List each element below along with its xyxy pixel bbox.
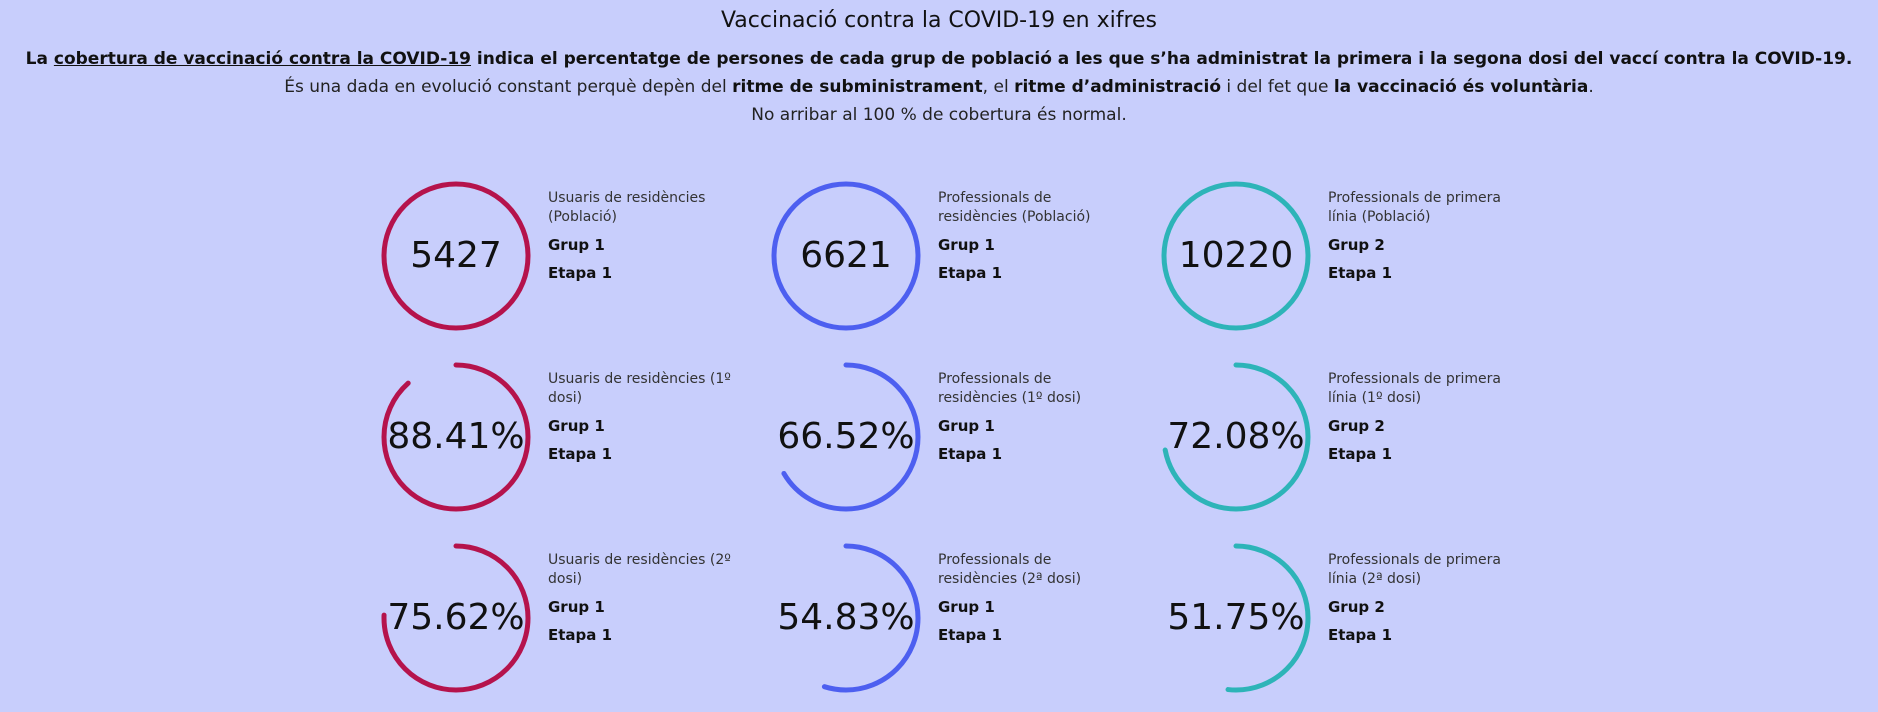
progress-ring: 6621 [770,180,922,332]
progress-ring-graphic [381,181,531,331]
stat-group: Grup 1 [938,598,995,616]
stat-label: Professionals de residències (Població) [938,190,1091,225]
stat-stage: Etapa 1 [548,445,613,463]
stat-info: Professionals de primera línia (Població… [1328,189,1518,287]
intro-line-3: No arribar al 100 % de cobertura és norm… [751,105,1127,125]
progress-ring-graphic [771,362,921,512]
stat-card-frontline-population: 10220 Professionals de primera línia (Po… [1160,180,1520,350]
stat-label: Usuaris de residències (1º dosi) [548,371,731,406]
progress-arc [771,181,921,331]
page-header: Vaccinació contra la COVID-19 en xifres … [0,0,1878,129]
stat-value: 5427 [410,235,502,276]
progress-arc [381,181,531,331]
progress-ring: 66.52% [770,361,922,513]
intro-line-1-start: La [25,49,54,69]
stat-info: Usuaris de residències (1º dosi) Grup 1 … [548,370,738,468]
stat-card-residence-staff-dose-1: 66.52% Professionals de residències (1º … [770,361,1130,531]
stat-stage: Etapa 1 [548,626,613,644]
progress-ring-graphic [1161,181,1311,331]
stat-info: Professionals de residències (2ª dosi) G… [938,551,1128,649]
stat-value: 88.41% [387,416,525,457]
progress-ring-graphic [381,543,531,693]
progress-ring: 54.83% [770,542,922,694]
stat-card-residents-dose-2: 75.62% Usuaris de residències (2º dosi) … [380,542,740,712]
stat-group: Grup 1 [548,598,605,616]
intro-line-2: És una dada en evolució constant perquè … [0,73,1878,101]
page-title: Vaccinació contra la COVID-19 en xifres [720,8,1158,33]
intro-line-2-bold-1: ritme de subministrament [732,77,983,97]
intro-line-2-text-2: , el [982,77,1015,97]
intro-text: La cobertura de vaccinació contra la COV… [0,45,1878,129]
progress-arc [381,543,531,693]
stat-value: 66.52% [777,416,915,457]
progress-arc [1161,362,1311,512]
stat-info: Professionals de residències (Població) … [938,189,1128,287]
stat-stage: Etapa 1 [938,445,1003,463]
progress-ring-graphic [771,543,921,693]
stat-info: Usuaris de residències (Població) Grup 1… [548,189,738,287]
progress-ring-graphic [771,181,921,331]
stat-value: 72.08% [1167,416,1305,457]
stat-stage: Etapa 1 [548,264,613,282]
progress-arc [381,362,531,512]
stat-info: Professionals de residències (1º dosi) G… [938,370,1128,468]
intro-line-2-text-4: . [1588,77,1594,97]
stat-card-frontline-dose-2: 51.75% Professionals de primera línia (2… [1160,542,1520,712]
stat-label: Professionals de primera línia (Població… [1328,190,1501,225]
stat-card-residence-staff-dose-2: 54.83% Professionals de residències (2ª … [770,542,1130,712]
stat-info: Usuaris de residències (2º dosi) Grup 1 … [548,551,738,649]
progress-ring: 10220 [1160,180,1312,332]
progress-ring: 72.08% [1160,361,1312,513]
stat-card-residence-staff-population: 6621 Professionals de residències (Pobla… [770,180,1130,350]
progress-ring: 75.62% [380,542,532,694]
stat-group: Grup 2 [1328,236,1385,254]
stat-stage: Etapa 1 [1328,264,1393,282]
stat-value: 75.62% [387,597,525,638]
stat-info: Professionals de primera línia (2ª dosi)… [1328,551,1518,649]
stat-label: Usuaris de residències (2º dosi) [548,552,731,587]
progress-arc [771,362,921,512]
stat-value: 10220 [1178,235,1294,276]
stat-group: Grup 2 [1328,417,1385,435]
progress-ring-graphic [381,362,531,512]
stat-card-residents-dose-1: 88.41% Usuaris de residències (1º dosi) … [380,361,740,531]
stat-group: Grup 1 [938,236,995,254]
progress-arc [1161,543,1311,693]
stat-stage: Etapa 1 [1328,626,1393,644]
progress-arc [771,543,921,693]
stat-group: Grup 1 [548,417,605,435]
stat-label: Professionals de residències (2ª dosi) [938,552,1082,587]
stat-stage: Etapa 1 [938,264,1003,282]
progress-ring: 88.41% [380,361,532,513]
progress-arc [1161,181,1311,331]
intro-line-2-text-3: i del fet que [1221,77,1334,97]
stat-label: Professionals de primera línia (2ª dosi) [1328,552,1501,587]
progress-ring: 51.75% [1160,542,1312,694]
intro-line-2-text-1: És una dada en evolució constant perquè … [284,77,733,97]
stat-card-frontline-dose-1: 72.08% Professionals de primera línia (1… [1160,361,1520,531]
stat-label: Professionals de residències (1º dosi) [938,371,1082,406]
stat-label: Professionals de primera línia (1º dosi) [1328,371,1501,406]
stat-stage: Etapa 1 [938,626,1003,644]
intro-line-2-bold-3: la vaccinació és voluntària [1333,77,1589,97]
stat-group: Grup 2 [1328,598,1385,616]
stat-info: Professionals de primera línia (1º dosi)… [1328,370,1518,468]
stat-group: Grup 1 [938,417,995,435]
stat-label: Usuaris de residències (Població) [548,190,706,225]
progress-ring-graphic [1161,362,1311,512]
intro-line-2-bold-2: ritme d’administració [1014,77,1221,97]
progress-ring: 5427 [380,180,532,332]
stat-stage: Etapa 1 [1328,445,1393,463]
intro-line-1: La cobertura de vaccinació contra la COV… [0,45,1878,73]
intro-line-1-rest: indica el percentatge de persones de cad… [471,49,1853,69]
stat-value: 51.75% [1167,597,1305,638]
stat-value: 54.83% [777,597,915,638]
progress-ring-graphic [1161,543,1311,693]
stat-group: Grup 1 [548,236,605,254]
stat-card-residents-population: 5427 Usuaris de residències (Població) G… [380,180,740,350]
coverage-link[interactable]: cobertura de vaccinació contra la COVID-… [53,49,472,69]
stat-value: 6621 [800,235,892,276]
